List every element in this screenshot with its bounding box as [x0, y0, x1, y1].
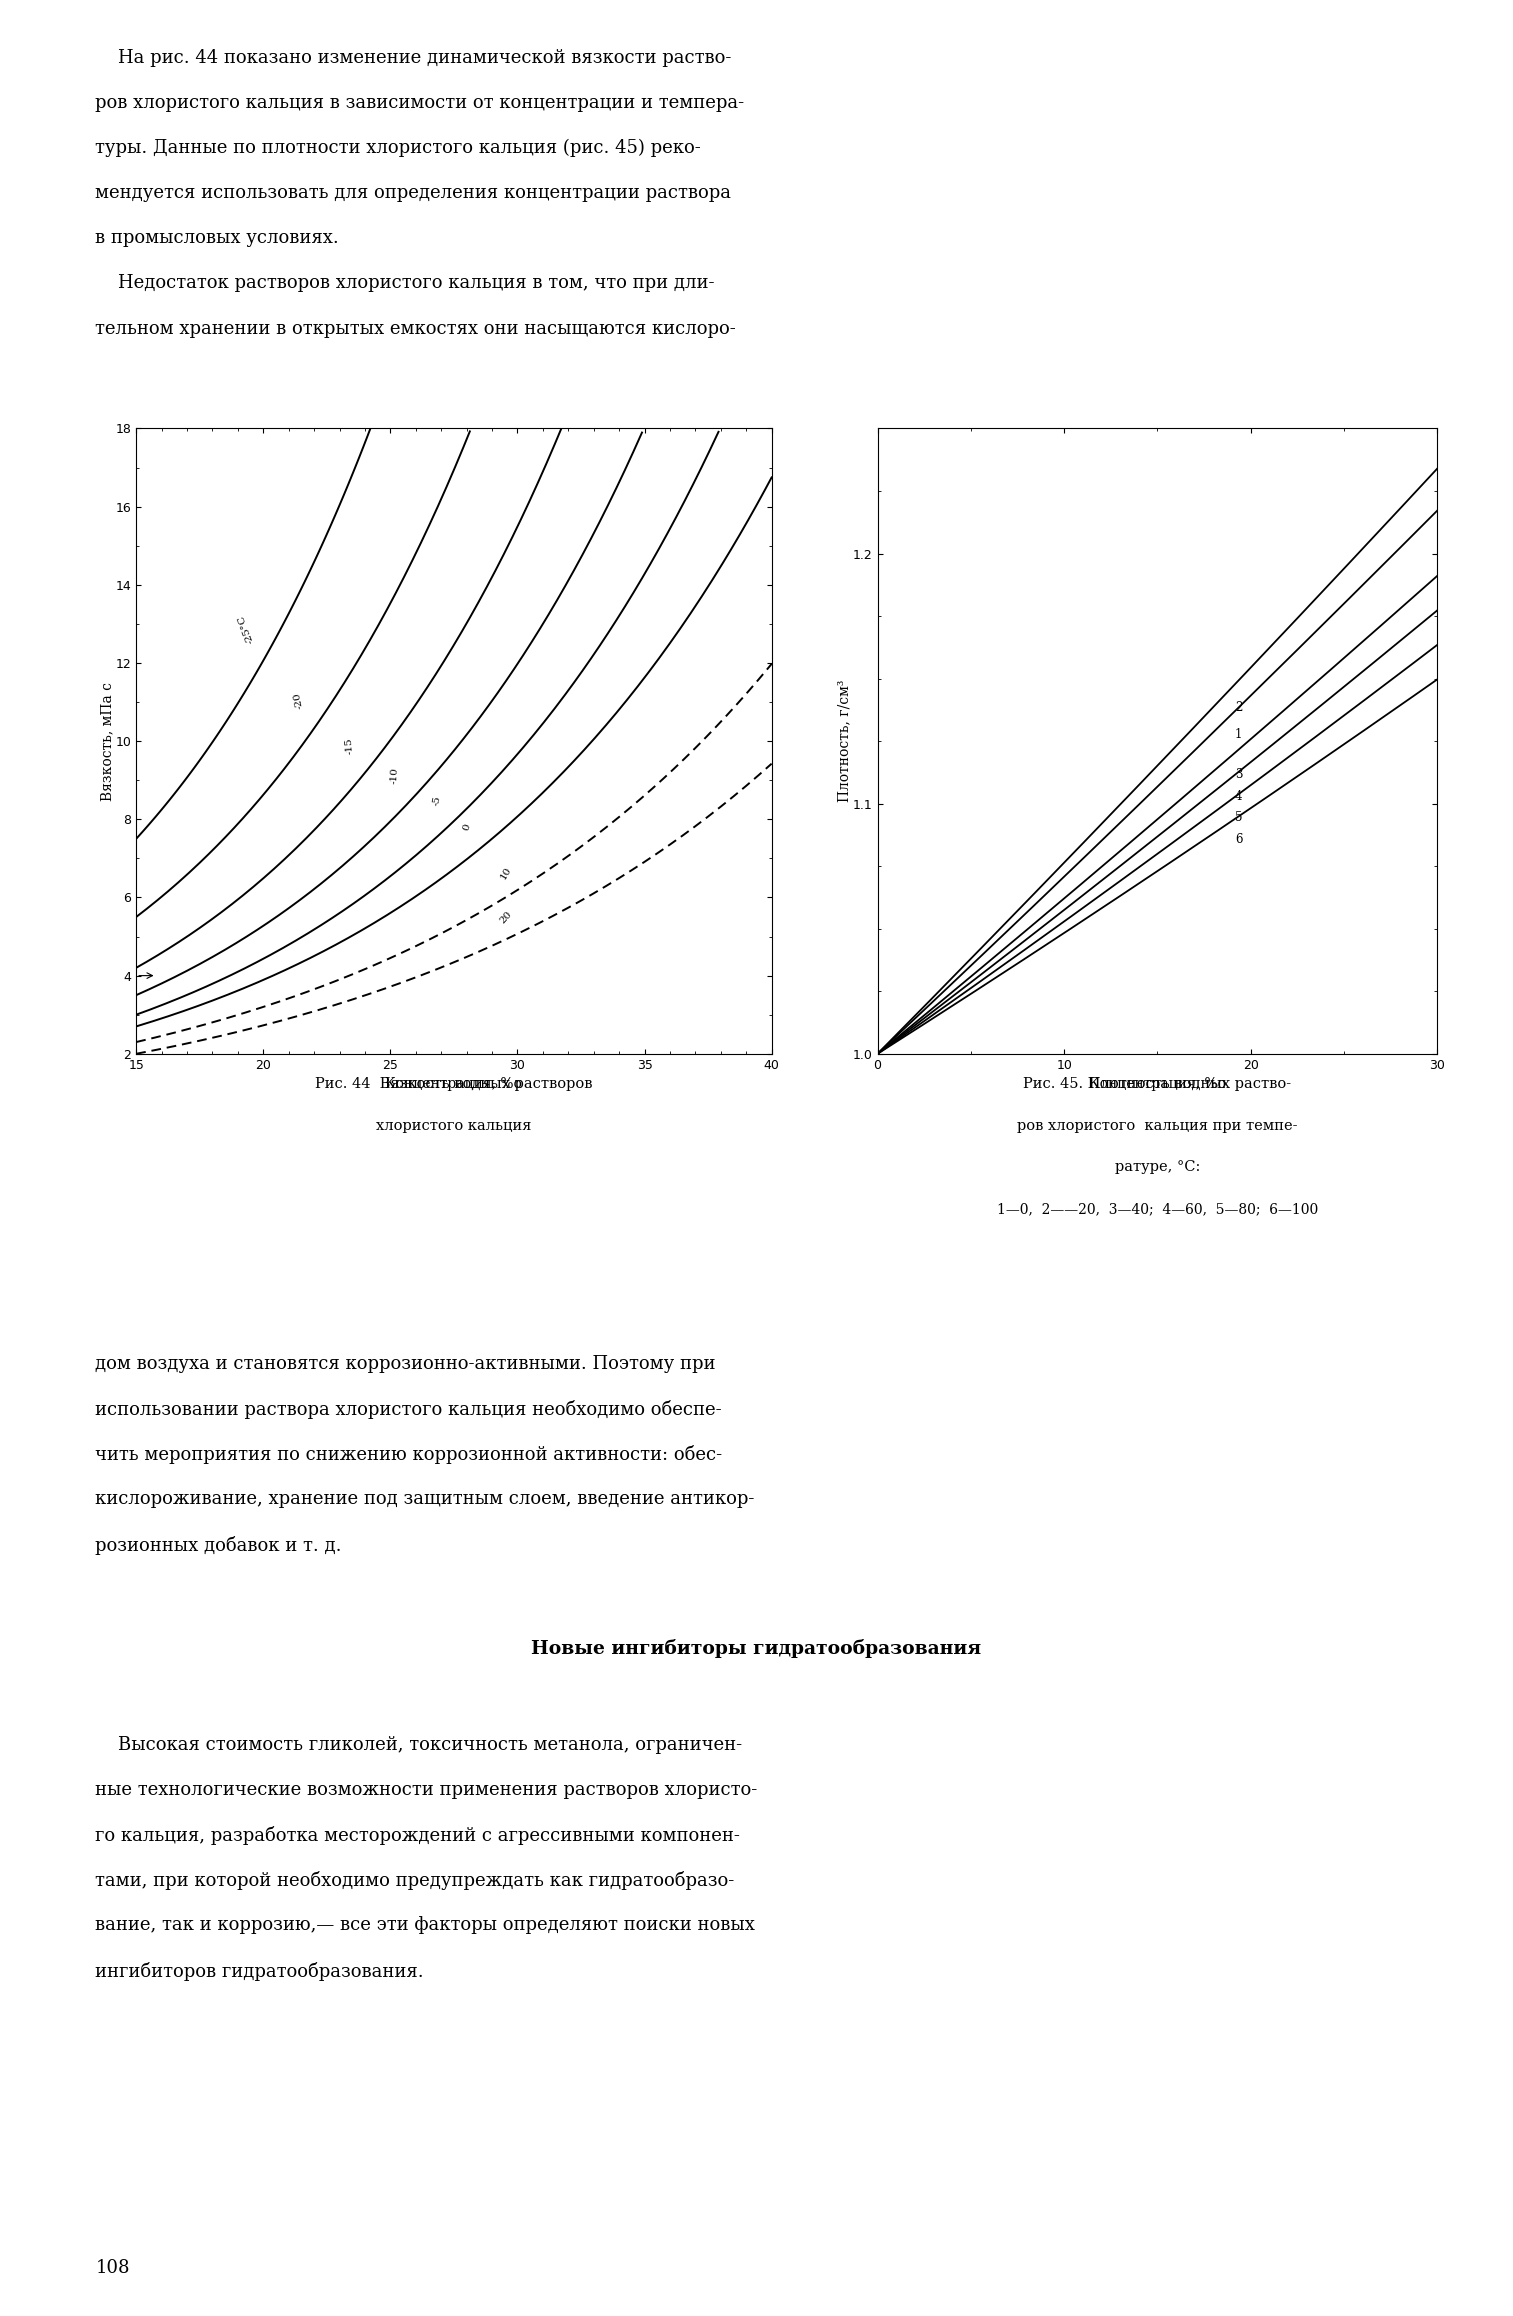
Text: 1—0,  2——20,  3—40;  4—60,  5—80;  6—100: 1—0, 2——20, 3—40; 4—60, 5—80; 6—100: [997, 1202, 1318, 1216]
Text: -5: -5: [431, 794, 442, 806]
Text: кислороживание, хранение под защитным слоем, введение антикор-: кислороживание, хранение под защитным сл…: [95, 1492, 755, 1508]
Y-axis label: Вязкость, мПа с: Вязкость, мПа с: [100, 681, 113, 801]
Text: ров хлористого кальция в зависимости от концентрации и темпера-: ров хлористого кальция в зависимости от …: [95, 93, 744, 111]
Text: 0: 0: [461, 822, 472, 831]
Text: Рис. 44  Вязкость водных растворов: Рис. 44 Вязкость водных растворов: [315, 1077, 593, 1091]
Text: мендуется использовать для определения концентрации раствора: мендуется использовать для определения к…: [95, 185, 731, 201]
Text: дом воздуха и становятся коррозионно-активными. Поэтому при: дом воздуха и становятся коррозионно-акт…: [95, 1355, 716, 1373]
Text: вание, так и коррозию,— все эти факторы определяют поиски новых: вание, так и коррозию,— все эти факторы …: [95, 1918, 755, 1934]
Text: ратуре, °С:: ратуре, °С:: [1115, 1160, 1200, 1174]
Text: 6: 6: [1235, 831, 1242, 845]
Text: ные технологические возможности применения растворов хлористо-: ные технологические возможности применен…: [95, 1781, 758, 1800]
Text: -10: -10: [389, 767, 399, 785]
Text: 5: 5: [1235, 811, 1242, 824]
Text: Недостаток растворов хлористого кальция в том, что при дли-: Недостаток растворов хлористого кальция …: [95, 276, 714, 292]
Text: 3: 3: [1235, 769, 1242, 780]
Text: 2: 2: [1235, 702, 1242, 713]
Text: Высокая стоимость гликолей, токсичность метанола, ограничен-: Высокая стоимость гликолей, токсичность …: [95, 1737, 743, 1753]
Text: На рис. 44 показано изменение динамической вязкости раство-: На рис. 44 показано изменение динамическ…: [95, 49, 732, 67]
Text: Рис. 45. Плотность водных раство-: Рис. 45. Плотность водных раство-: [1023, 1077, 1292, 1091]
Text: использовании раствора хлористого кальция необходимо обеспе-: использовании раствора хлористого кальци…: [95, 1399, 722, 1420]
Text: чить мероприятия по снижению коррозионной активности: обес-: чить мероприятия по снижению коррозионно…: [95, 1445, 722, 1464]
Text: -25°С: -25°С: [236, 614, 256, 644]
Text: тельном хранении в открытых емкостях они насыщаются кислоро-: тельном хранении в открытых емкостях они…: [95, 320, 735, 338]
Text: в промысловых условиях.: в промысловых условиях.: [95, 229, 339, 248]
Text: хлористого кальция: хлористого кальция: [377, 1119, 531, 1133]
Text: тами, при которой необходимо предупреждать как гидратообразо-: тами, при которой необходимо предупрежда…: [95, 1871, 735, 1890]
Text: 108: 108: [95, 2258, 130, 2277]
Text: розионных добавок и т. д.: розионных добавок и т. д.: [95, 1536, 342, 1554]
Text: туры. Данные по плотности хлористого кальция (рис. 45) реко-: туры. Данные по плотности хлористого кал…: [95, 139, 701, 157]
X-axis label: Концентрация, %о: Концентрация, %о: [1089, 1077, 1226, 1091]
Text: -20: -20: [292, 692, 304, 709]
Text: 10: 10: [499, 866, 513, 882]
Text: 1: 1: [1235, 727, 1242, 741]
Text: ингибиторов гидратообразования.: ингибиторов гидратообразования.: [95, 1962, 424, 1980]
X-axis label: Концентрация, %о: Концентрация, %о: [386, 1077, 522, 1091]
Text: го кальция, разработка месторождений с агрессивными компонен-: го кальция, разработка месторождений с а…: [95, 1825, 740, 1846]
Text: 20: 20: [498, 910, 514, 926]
Text: -15: -15: [345, 736, 354, 755]
Text: ров хлористого  кальция при темпе-: ров хлористого кальция при темпе-: [1017, 1119, 1298, 1133]
Text: 4: 4: [1235, 790, 1242, 804]
Y-axis label: Плотность, г/см³: Плотность, г/см³: [837, 681, 852, 801]
Text: Новые ингибиторы гидратообразования: Новые ингибиторы гидратообразования: [531, 1640, 982, 1658]
